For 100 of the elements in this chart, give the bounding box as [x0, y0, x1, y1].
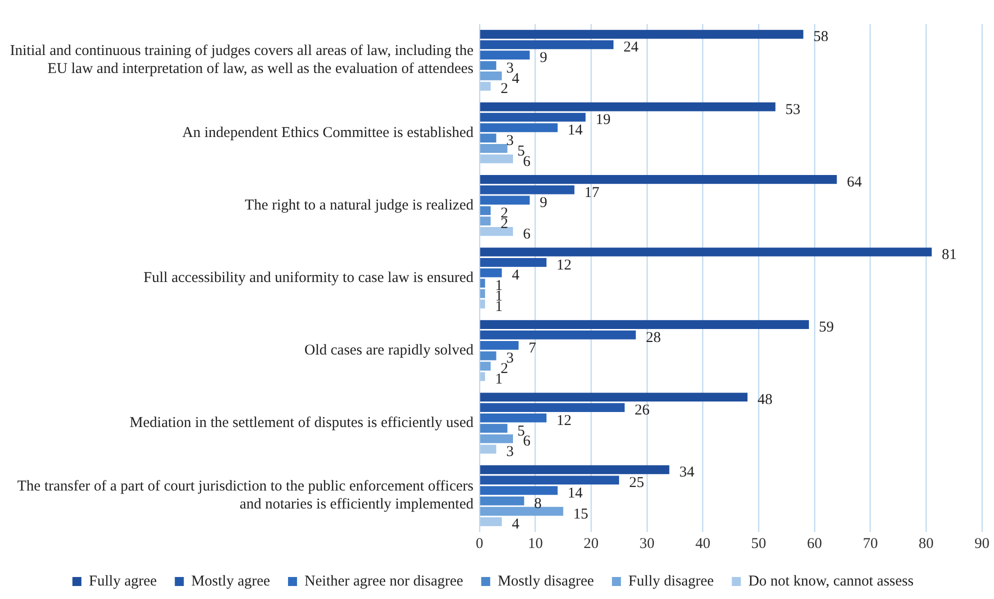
bar: [480, 372, 486, 381]
y-tick-label: Mediation in the settlement of disputes is efficiently used: [130, 415, 474, 432]
data-label: 3: [506, 60, 514, 76]
y-tick-label: Initial and continuous training of judges covers all areas of law, including the EU law and interpretation of law, as well as the evaluation of attendees: [10, 43, 474, 78]
data-label: 4: [512, 516, 520, 533]
x-tick-label: 70: [862, 536, 878, 552]
bar: [480, 476, 620, 485]
x-tick-label: 80: [918, 536, 934, 552]
x-tick-label: 0: [476, 536, 484, 552]
bar: [480, 362, 491, 371]
data-label: 15: [573, 506, 588, 522]
bar: [480, 268, 502, 278]
legend-label: Fully agree: [88, 573, 158, 590]
data-label: 9: [540, 50, 548, 66]
data-label: 12: [556, 257, 572, 274]
data-label: 12: [556, 412, 572, 429]
x-tick-label: 40: [695, 536, 710, 552]
data-label: 7: [528, 340, 537, 356]
bar: [480, 392, 748, 402]
data-label: 2: [500, 361, 508, 378]
bar: [480, 248, 932, 256]
bar: [480, 465, 670, 474]
data-label: 9: [540, 195, 548, 212]
data-label: 26: [634, 402, 650, 418]
bar: [480, 517, 502, 526]
legend-label: Neither agree nor disagree: [304, 573, 464, 590]
bar: [480, 40, 614, 50]
data-label: 64: [846, 174, 862, 190]
bar: [480, 258, 546, 267]
x-tick-label: 20: [584, 536, 599, 552]
legend-label: Mostly disagree: [498, 573, 594, 590]
y-tick-label: Old cases are rapidly solved: [304, 342, 474, 359]
bar: [480, 112, 586, 122]
data-label: 6: [522, 434, 531, 450]
bar: [480, 351, 496, 360]
bar: [480, 216, 491, 226]
data-label: 3: [506, 444, 514, 460]
bar: [480, 82, 491, 91]
x-tick-label: 50: [751, 536, 766, 552]
data-label: 14: [568, 122, 584, 139]
bar: [480, 185, 574, 194]
legend-label: Mostly agree: [191, 573, 270, 590]
bar: [480, 340, 519, 350]
y-tick-label: The transfer of a part of court jurisdiction to the public enforcement officers and notaries is efficiently implemented: [17, 478, 474, 513]
data-label: 6: [522, 154, 531, 170]
bar: [480, 506, 564, 516]
data-label: 1: [495, 372, 503, 388]
bar: [480, 424, 508, 433]
legend-label: Do not know, cannot assess: [748, 573, 914, 590]
bar: [480, 414, 546, 422]
data-label: 19: [596, 112, 611, 128]
y-tick-label: Full accessibility and uniformity to case law is ensured: [144, 270, 474, 286]
bar: [480, 175, 837, 184]
data-label: 4: [512, 70, 520, 87]
data-label: 28: [646, 330, 661, 346]
bar: [480, 196, 530, 205]
data-label: 17: [584, 184, 600, 201]
x-tick-label: 10: [528, 536, 543, 552]
bar: [480, 300, 486, 308]
bar: [480, 434, 513, 444]
y-tick-label: An independent Ethics Committee is established: [182, 124, 474, 141]
x-tick-label: 30: [639, 536, 654, 552]
bar: [480, 403, 625, 412]
bar: [480, 30, 804, 39]
bar: [480, 50, 530, 60]
data-label: 53: [785, 102, 800, 118]
data-label: 5: [517, 423, 525, 440]
bar: [480, 227, 513, 236]
data-label: 3: [506, 350, 514, 367]
x-tick-label: 60: [806, 536, 822, 552]
data-label: 24: [623, 40, 639, 56]
legend-label: Fully disagree: [628, 573, 714, 590]
data-label: 81: [942, 246, 957, 263]
data-label: 14: [568, 485, 584, 502]
data-label: 4: [512, 268, 520, 284]
data-label: 25: [629, 475, 644, 492]
bar: [480, 61, 496, 70]
data-label: 2: [500, 81, 508, 98]
data-label: 5: [517, 143, 525, 160]
bar: [480, 144, 508, 153]
data-label: 6: [522, 226, 531, 242]
bar: [480, 206, 491, 216]
bar: [480, 496, 524, 506]
data-label: 59: [818, 320, 834, 336]
bar: [480, 123, 558, 132]
bar: [480, 289, 486, 298]
bar: [480, 320, 809, 329]
data-label: 48: [757, 392, 772, 408]
bar: [480, 444, 496, 454]
bar: [480, 71, 502, 80]
y-tick-label: The right to a natural judge is realized: [244, 197, 474, 214]
bar: [480, 102, 776, 112]
bar: [480, 330, 636, 340]
data-label: 58: [813, 29, 828, 46]
x-tick-label: 90: [974, 536, 990, 552]
data-label: 34: [679, 464, 695, 481]
data-label: 3: [506, 132, 514, 149]
bar: [480, 134, 496, 142]
bar: [480, 278, 486, 288]
bar: [480, 486, 558, 495]
